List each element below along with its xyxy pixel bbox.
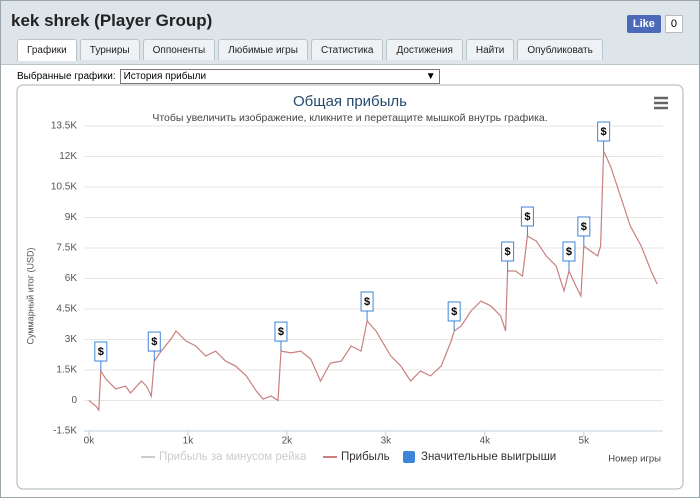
legend-label: Прибыль за минусом рейка: [159, 451, 307, 463]
x-tick-label: 5k: [579, 436, 591, 447]
tab[interactable]: Графики: [17, 39, 77, 61]
flag-label: $: [364, 296, 370, 308]
y-tick-label: 6K: [65, 273, 78, 284]
big-win-flag: [562, 241, 576, 262]
chart-selector: Выбранные графики: История прибыли ▼: [17, 69, 440, 84]
flag-label: $: [505, 246, 511, 258]
profit-line: [88, 150, 658, 412]
big-win-flag: [147, 331, 161, 352]
big-win-flag: [360, 291, 374, 312]
selector-value: История прибыли: [123, 71, 207, 82]
chart-panel: [16, 84, 684, 490]
big-win-flag: [274, 321, 288, 342]
tab[interactable]: Опубликовать: [517, 39, 603, 60]
y-tick-label: 0: [71, 395, 77, 406]
tab[interactable]: Достижения: [386, 39, 463, 60]
tab[interactable]: Найти: [465, 39, 515, 60]
selector-label: Выбранные графики:: [17, 71, 116, 82]
big-win-flag: [577, 216, 591, 237]
like-button[interactable]: Like: [626, 15, 661, 33]
tab[interactable]: Турниры: [79, 39, 140, 60]
y-tick-label: 12K: [59, 151, 77, 162]
like-widget: Like 0: [626, 15, 683, 33]
y-tick-label: 4.5K: [56, 304, 77, 315]
x-tick-label: 4k: [480, 436, 492, 447]
y-tick-label: 10.5K: [51, 182, 77, 193]
x-tick-label: 1k: [183, 436, 195, 447]
y-tick-label: 9K: [65, 212, 78, 223]
selector-dropdown[interactable]: История прибыли ▼: [119, 69, 440, 84]
y-tick-label: -1.5K: [53, 426, 77, 437]
x-tick-label: 2k: [282, 436, 294, 447]
flag-label: $: [581, 221, 587, 233]
x-tick-label: 0k: [84, 436, 96, 447]
chart-subtitle: Чтобы увеличить изображение, кликните и …: [152, 112, 547, 124]
like-count: 0: [664, 15, 683, 33]
y-tick-label: 1.5K: [56, 365, 77, 376]
dropdown-arrow: ▼: [425, 71, 436, 82]
flag-label: $: [524, 211, 530, 223]
menu-icon[interactable]: [654, 96, 668, 110]
flag-label: $: [601, 126, 607, 138]
big-win-flag: [520, 206, 534, 227]
tab[interactable]: Оппоненты: [142, 39, 216, 60]
tab[interactable]: Статистика: [310, 39, 384, 60]
flag-label: $: [566, 246, 572, 258]
big-win-flag: [94, 341, 108, 362]
header: kek shrek (Player Group) Like 0 Графики Т…: [1, 1, 699, 65]
big-win-flag: [597, 121, 611, 142]
y-tick-label: 7.5K: [56, 243, 77, 254]
big-win-flag: [501, 241, 515, 262]
tab-bar: Графики Турниры Оппоненты Любимые игры Стати…: [17, 39, 603, 61]
chart-title: Общая прибыль: [293, 93, 407, 110]
y-axis-title: Суммарный итог (USD): [25, 247, 35, 344]
x-axis-title: Номер игры: [608, 454, 661, 465]
flag-label: $: [98, 346, 104, 358]
tab[interactable]: Любимые игры: [218, 39, 308, 60]
legend-swatch: [403, 451, 415, 463]
flag-label: $: [278, 326, 284, 338]
big-win-flag: [447, 301, 461, 322]
y-tick-label: 13.5K: [51, 121, 77, 132]
x-tick-label: 3k: [381, 436, 393, 447]
legend-label: Значительные выигрыши: [421, 451, 556, 463]
legend-label: Прибыль: [341, 451, 390, 463]
group-title: kek shrek (Player Group): [11, 11, 213, 30]
flag-label: $: [451, 306, 457, 318]
flag-label: $: [151, 336, 157, 348]
y-tick-label: 3K: [65, 334, 78, 345]
